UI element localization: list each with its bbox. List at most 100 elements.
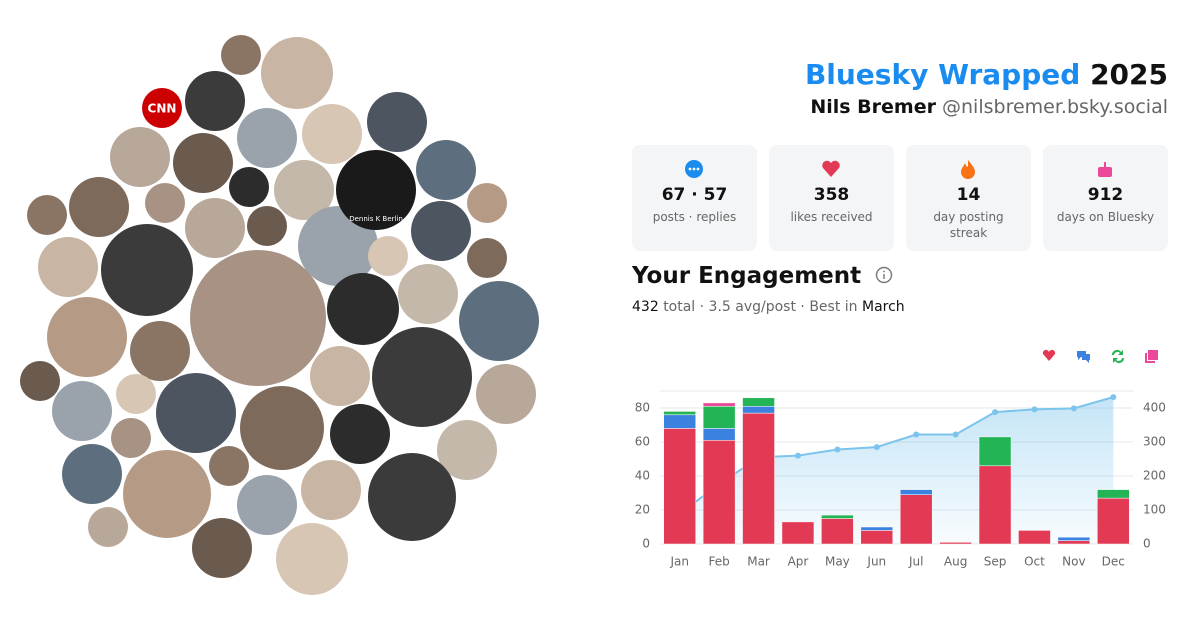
y-tick-label: 80 — [635, 401, 650, 415]
x-tick-label: Nov — [1062, 555, 1085, 569]
avatar — [302, 104, 362, 164]
avatar — [47, 297, 127, 377]
x-tick-label: Sep — [984, 555, 1007, 569]
avatar — [123, 450, 211, 538]
x-tick-label: Feb — [709, 555, 730, 569]
x-tick-label: Mar — [747, 555, 770, 569]
title: Bluesky Wrapped 2025 — [805, 58, 1168, 91]
avatar — [221, 35, 261, 75]
bar-segment — [742, 397, 775, 407]
avatar — [437, 420, 497, 480]
avatar — [111, 418, 151, 458]
avatar — [237, 475, 297, 535]
y2-tick-label: 0 — [1143, 537, 1151, 551]
avatar — [327, 273, 399, 345]
avatar — [101, 224, 193, 316]
x-tick-label: Aug — [944, 555, 967, 569]
point — [1031, 406, 1038, 413]
avatar-label: CNN — [148, 102, 177, 116]
avatar — [229, 167, 269, 207]
y-tick-label: 40 — [635, 469, 650, 483]
avatar — [368, 453, 456, 541]
stat-value: 67 · 57 — [661, 185, 728, 205]
y-tick-label: 60 — [635, 435, 650, 449]
point — [1110, 394, 1117, 401]
avatar — [459, 281, 539, 361]
x-tick-label: Jun — [866, 555, 886, 569]
bar-segment — [742, 412, 775, 545]
avatar — [298, 206, 378, 286]
y2-tick-label: 400 — [1143, 401, 1166, 415]
avatar — [301, 460, 361, 520]
stat-card: 912 days on Bluesky — [1043, 145, 1168, 251]
name: Nils Bremer — [810, 96, 936, 118]
chart: 0 20 40 60 80 0 100 200 300 400 Jan Feb Mar Apr May Jun… — [635, 349, 1166, 569]
x-tick-label: Apr — [788, 555, 809, 569]
avatar — [156, 373, 236, 453]
x-tick-label: Jan — [669, 555, 689, 569]
bar-segment — [702, 402, 736, 407]
avatar-label: Dennis K Berlin — [349, 215, 403, 223]
avatar — [276, 523, 348, 595]
avatar — [190, 250, 326, 386]
legend-icon — [1077, 351, 1090, 363]
avatar — [185, 198, 245, 258]
bar-segment — [702, 440, 736, 545]
bar-segment — [702, 406, 736, 429]
avatar — [62, 444, 122, 504]
stat-label: days on Bluesky — [1056, 210, 1155, 224]
avatar — [368, 236, 408, 276]
avatar — [330, 404, 390, 464]
avatar — [336, 150, 416, 230]
bar-segment — [939, 542, 972, 545]
bar-segment — [663, 428, 696, 545]
bar-segment — [1057, 536, 1091, 541]
avatar — [142, 88, 182, 128]
bar-segment — [821, 514, 854, 519]
avatar — [261, 37, 333, 109]
stat-value: 358 — [813, 185, 850, 205]
avatar — [88, 507, 128, 547]
bar-segment — [821, 518, 854, 545]
bar-segment — [1097, 497, 1130, 545]
x-tick-label: Oct — [1024, 555, 1045, 569]
avatar — [372, 327, 472, 427]
legend-icon — [1042, 349, 1056, 361]
bar-segment — [1097, 489, 1130, 499]
x-tick-label: Jul — [908, 555, 923, 569]
point — [1070, 405, 1077, 412]
point — [952, 431, 959, 438]
bar-segment — [1057, 540, 1091, 545]
legend-icon — [1145, 350, 1158, 363]
x-tick-label: May — [825, 555, 850, 569]
profile: Nils Bremer @nilsbremer.bsky.social — [810, 96, 1168, 118]
stat-value: 14 — [956, 185, 981, 205]
stat-card: 67 · 57 posts · replies — [632, 145, 757, 251]
stat-card: 358 likes received — [769, 145, 894, 251]
best-month: March — [862, 299, 905, 315]
bar-segment — [899, 494, 933, 545]
bar-segment — [702, 428, 736, 441]
section-title: Your Engagement — [632, 263, 893, 289]
x-tick-label: Dec — [1102, 555, 1125, 569]
y-tick-label: 20 — [635, 503, 650, 517]
avatar — [110, 127, 170, 187]
point — [992, 409, 999, 416]
avatar — [145, 183, 185, 223]
avatar — [192, 518, 252, 578]
legend-icon — [1112, 350, 1124, 363]
bar-segment — [899, 489, 933, 495]
total: 432 — [632, 299, 659, 315]
bar-segment — [860, 526, 894, 531]
bar-segment — [1018, 530, 1051, 545]
stat-label: day posting streak — [933, 210, 1004, 240]
avatar — [367, 92, 427, 152]
avatar — [27, 195, 67, 235]
avatar-collage: CNN Dennis K Berlin — [20, 35, 539, 595]
avatar — [467, 183, 507, 223]
bar-segment — [860, 530, 894, 545]
info-icon — [875, 266, 893, 284]
section-title-text: Your Engagement — [632, 263, 862, 289]
stat-label: posts · replies — [652, 210, 737, 224]
